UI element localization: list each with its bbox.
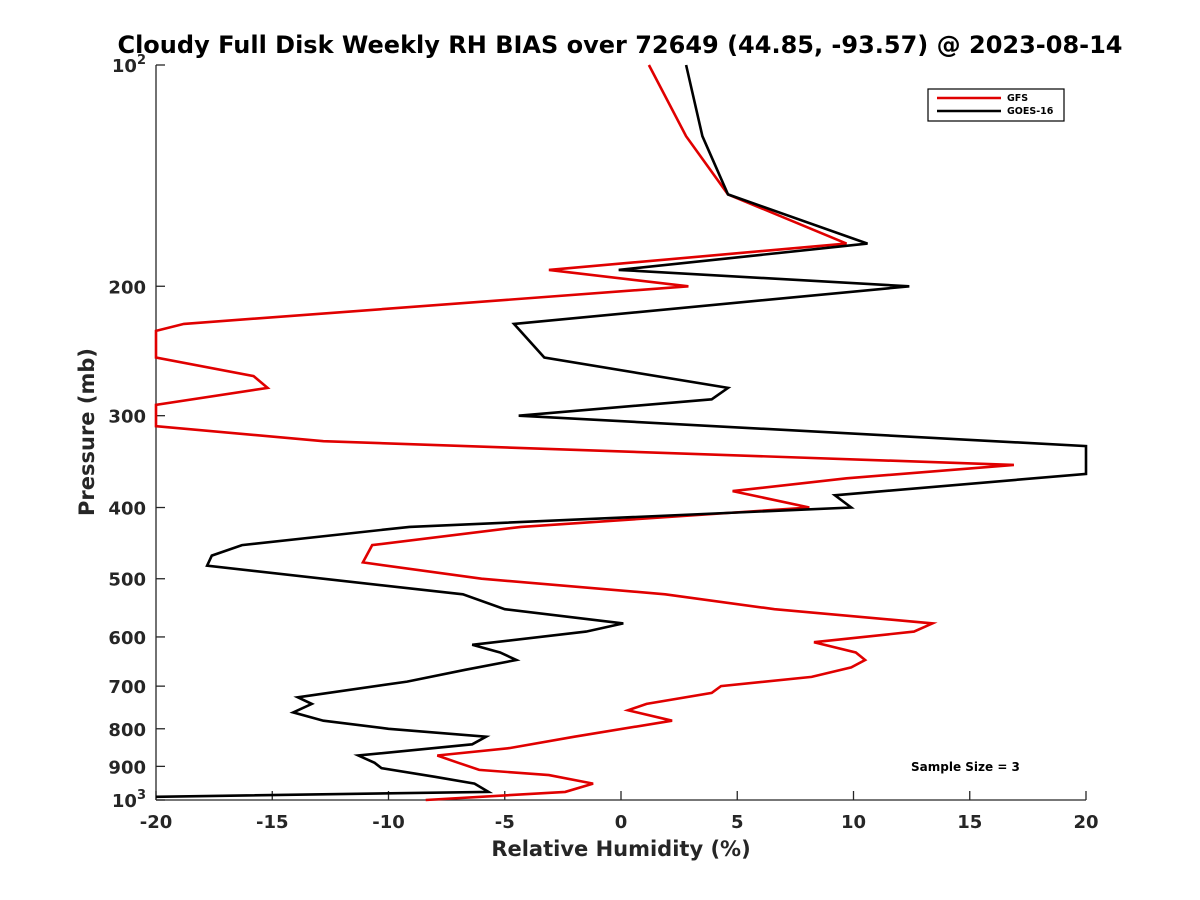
x-tick-label: 0 bbox=[615, 812, 628, 833]
y-tick-label: 500 bbox=[108, 570, 146, 591]
x-tick-label: -15 bbox=[256, 812, 289, 833]
y-tick-label: 103 bbox=[112, 788, 146, 812]
y-tick-label: 800 bbox=[108, 720, 146, 741]
y-tick-label: 200 bbox=[108, 277, 146, 298]
x-axis-ticks: -20 -15 -10 -5 0 5 10 15 20 bbox=[140, 791, 1099, 833]
x-tick-label: -10 bbox=[372, 812, 405, 833]
x-tick-label: 10 bbox=[841, 812, 866, 833]
series-line-goes16 bbox=[155, 64, 1088, 799]
sample-size-annotation: Sample Size = 3 bbox=[911, 760, 1020, 774]
series-line-gfs bbox=[154, 64, 1015, 802]
legend-label-goes16: GOES-16 bbox=[1007, 106, 1054, 117]
series-layer bbox=[154, 64, 1088, 802]
y-axis-label: Pressure (mb) bbox=[75, 348, 99, 516]
legend: GFS GOES-16 bbox=[927, 88, 1065, 122]
x-tick-label: 15 bbox=[957, 812, 982, 833]
legend-label-gfs: GFS bbox=[1007, 93, 1028, 104]
y-tick-label: 300 bbox=[108, 407, 146, 428]
chart-title: Cloudy Full Disk Weekly RH BIAS over 726… bbox=[117, 31, 1122, 59]
y-tick-label: 400 bbox=[108, 499, 146, 520]
legend-box bbox=[927, 88, 1065, 122]
y-tick-label: 700 bbox=[108, 677, 146, 698]
y-tick-label: 600 bbox=[108, 628, 146, 649]
y-axis-ticks: 102 200 300 400 500 600 700 800 900 103 bbox=[108, 53, 165, 812]
x-tick-label: 20 bbox=[1073, 812, 1098, 833]
x-tick-label: -5 bbox=[495, 812, 515, 833]
y-tick-label: 102 bbox=[112, 53, 146, 77]
x-tick-label: 5 bbox=[731, 812, 744, 833]
x-axis-label: Relative Humidity (%) bbox=[491, 837, 750, 861]
x-tick-label: -20 bbox=[140, 812, 173, 833]
y-tick-label: 900 bbox=[108, 757, 146, 778]
